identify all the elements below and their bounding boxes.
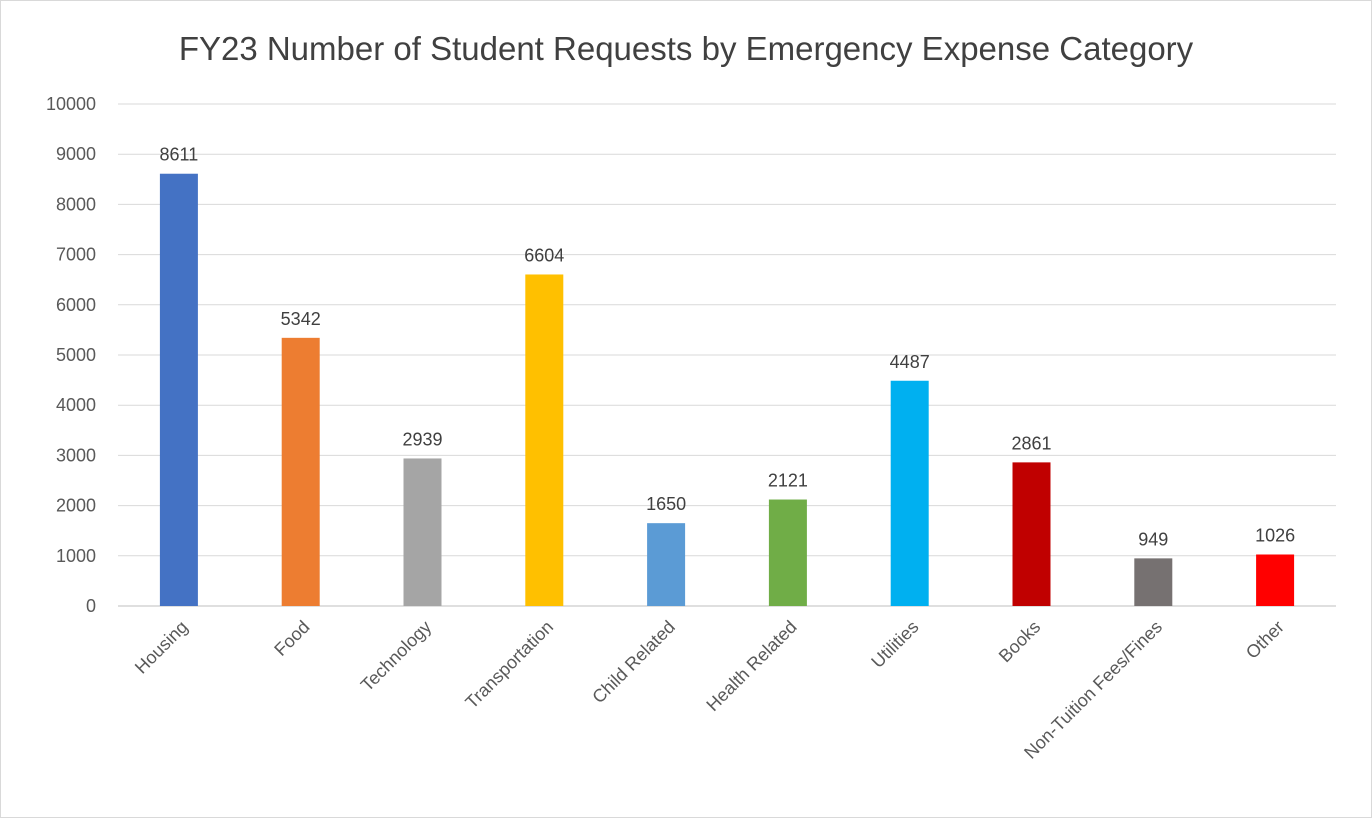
y-tick-label: 1000 xyxy=(56,546,96,566)
data-label: 2121 xyxy=(768,471,808,491)
y-tick-label: 3000 xyxy=(56,445,96,465)
data-label: 2939 xyxy=(402,429,442,449)
x-tick-label: Non-Tuition Fees/Fines xyxy=(1020,617,1166,763)
x-tick-label: Transportation xyxy=(461,617,557,713)
y-tick-label: 4000 xyxy=(56,395,96,415)
bar xyxy=(1256,554,1295,606)
data-label: 6604 xyxy=(524,245,564,265)
data-label: 1650 xyxy=(646,494,686,514)
x-tick-label: Health Related xyxy=(702,617,800,715)
data-label: 8611 xyxy=(160,145,199,165)
bar xyxy=(647,523,686,606)
x-tick-label: Books xyxy=(995,617,1045,667)
y-tick-label: 10000 xyxy=(46,94,96,114)
x-tick-label: Technology xyxy=(357,617,436,696)
bar xyxy=(525,274,564,606)
y-tick-label: 8000 xyxy=(56,194,96,214)
y-tick-label: 9000 xyxy=(56,144,96,164)
bar xyxy=(768,499,807,606)
chart-title: FY23 Number of Student Requests by Emerg… xyxy=(178,30,1194,67)
y-tick-label: 6000 xyxy=(56,295,96,315)
bar xyxy=(403,458,442,606)
data-label: 949 xyxy=(1138,529,1168,549)
data-label: 1026 xyxy=(1255,525,1295,545)
bar xyxy=(159,173,198,607)
y-tick-label: 7000 xyxy=(56,245,96,265)
x-tick-label: Food xyxy=(270,617,313,660)
x-tick-label: Utilities xyxy=(867,617,922,672)
x-tick-label: Other xyxy=(1242,617,1288,663)
data-label: 4487 xyxy=(890,352,930,372)
x-tick-label: Housing xyxy=(131,617,192,678)
y-tick-label: 2000 xyxy=(56,496,96,516)
bar xyxy=(1012,462,1051,606)
y-tick-label: 5000 xyxy=(56,345,96,365)
bar xyxy=(1134,558,1173,606)
y-tick-label: 0 xyxy=(86,596,96,616)
data-label: 5342 xyxy=(281,309,321,329)
x-tick-label: Child Related xyxy=(588,617,679,708)
bar xyxy=(281,337,320,606)
data-label: 2861 xyxy=(1011,433,1051,453)
bar xyxy=(890,380,929,606)
